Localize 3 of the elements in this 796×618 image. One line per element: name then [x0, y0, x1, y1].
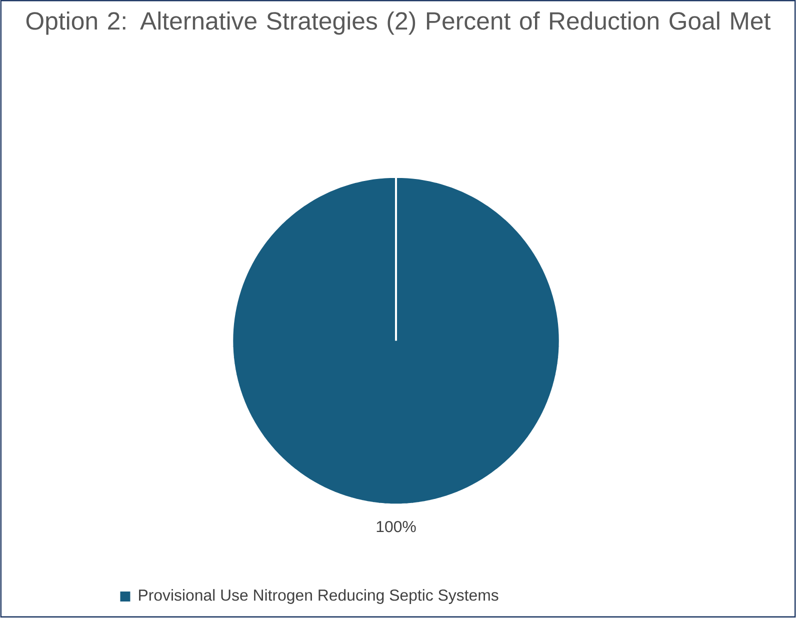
- chart-title: Option 2: Alternative Strategies (2) Percent of Reduction Goal Met: [26, 12, 771, 35]
- data-label: 100%: [376, 521, 416, 532]
- legend-label: Provisional Use Nitrogen Reducing Septic Systems: [139, 589, 498, 604]
